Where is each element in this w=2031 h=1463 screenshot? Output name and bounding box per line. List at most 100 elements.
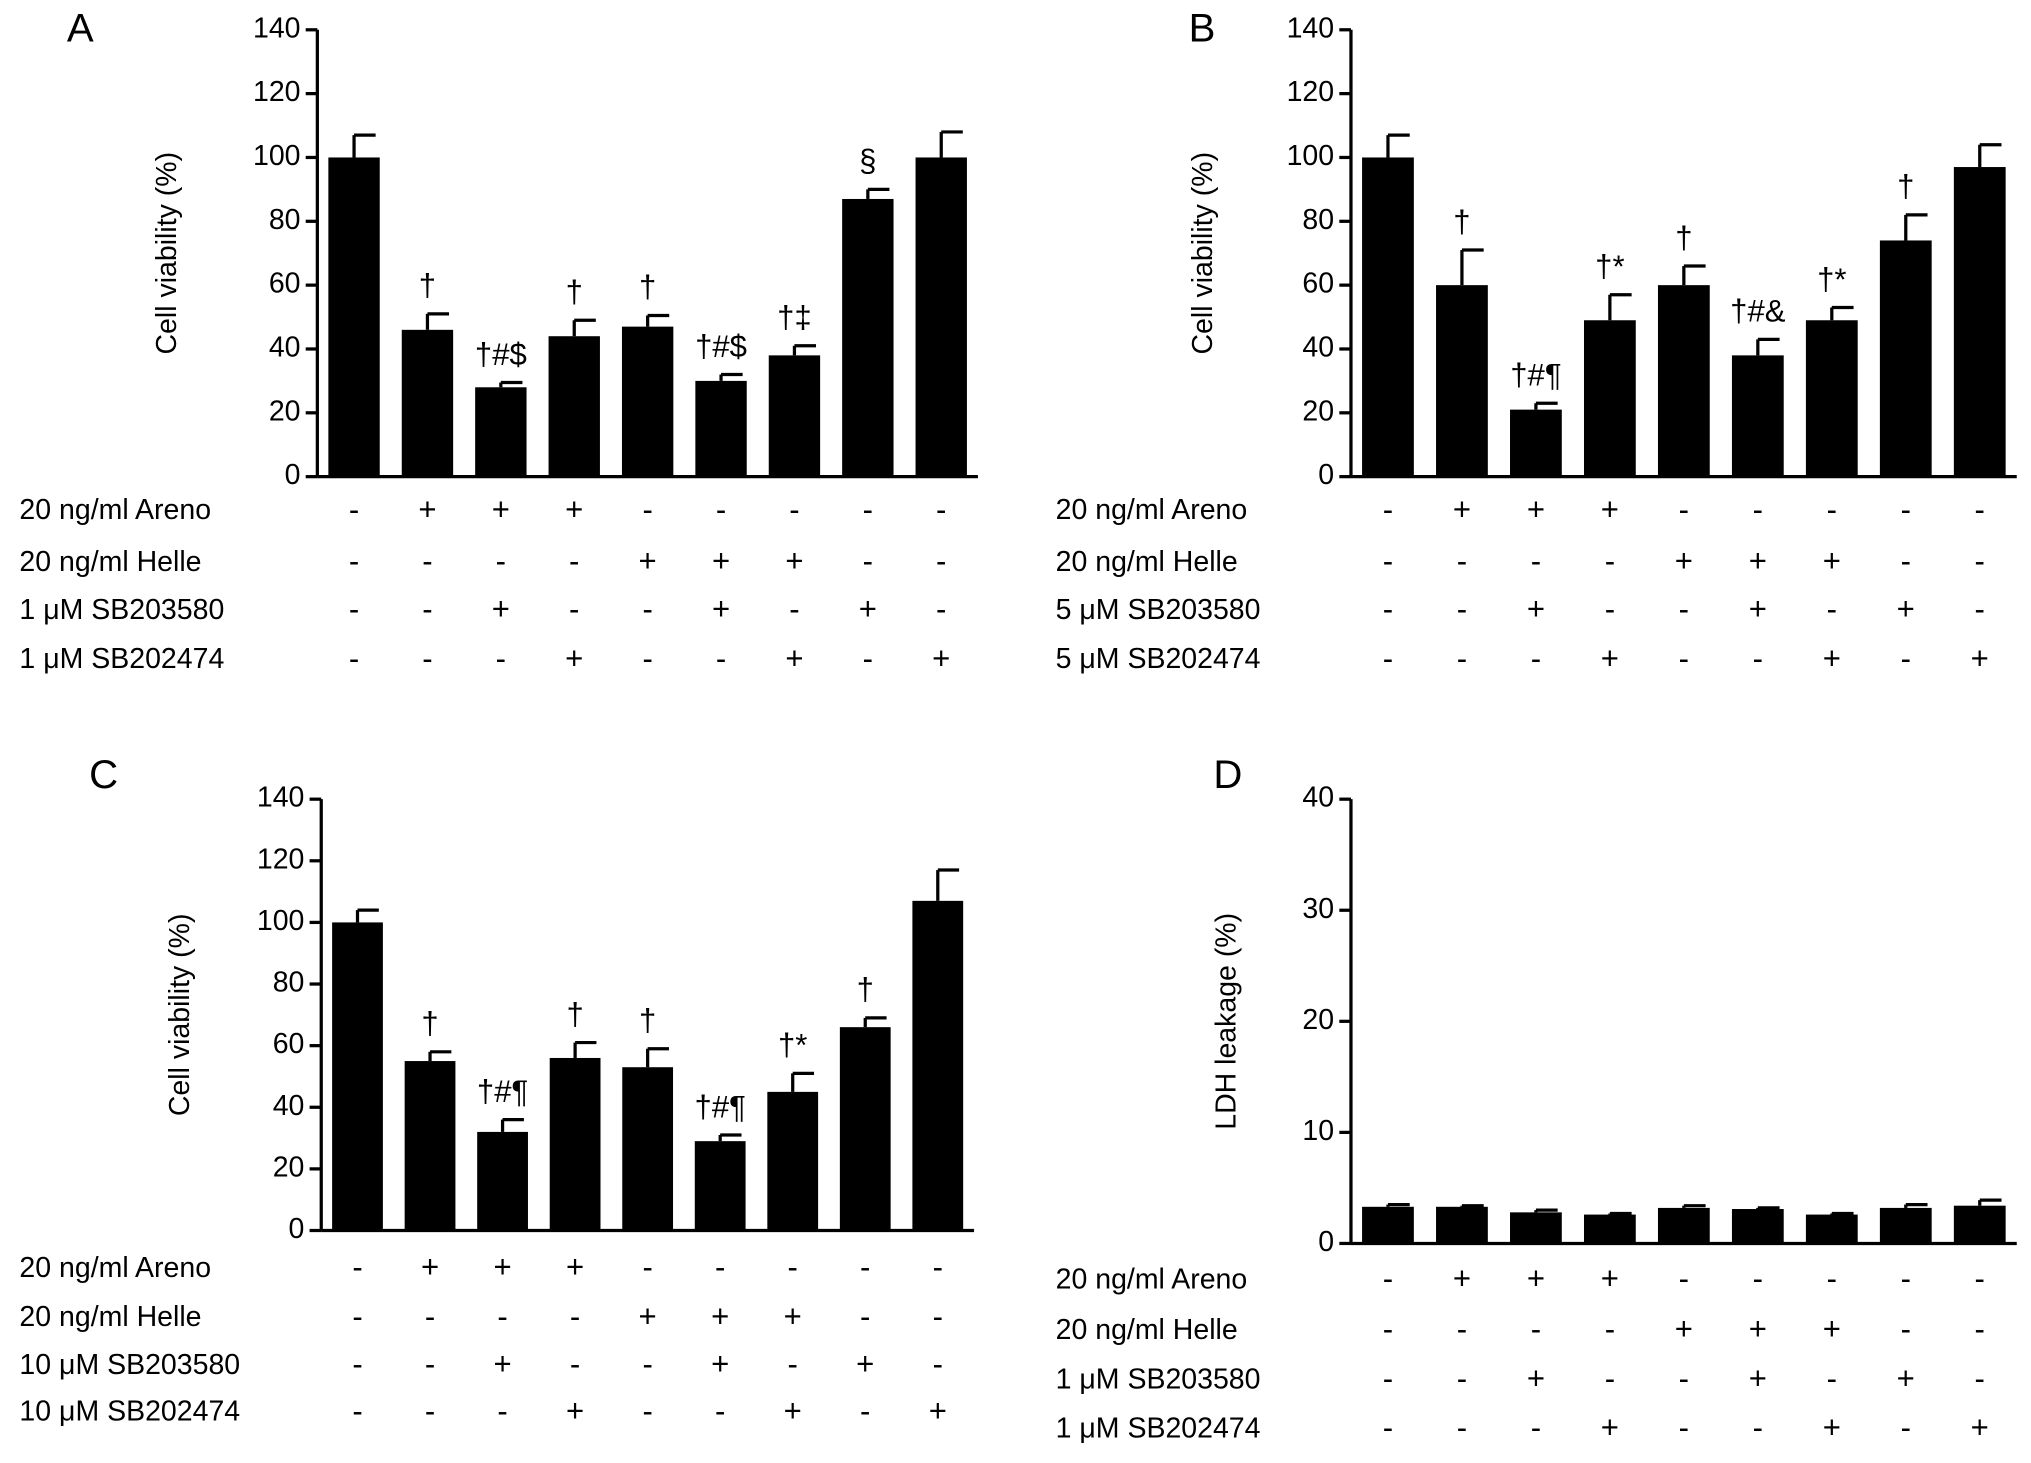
bar	[1510, 409, 1562, 477]
bar	[621, 326, 674, 477]
bar	[1657, 285, 1710, 477]
treatment-sign: -	[1457, 1361, 1467, 1396]
bar	[1583, 320, 1636, 477]
significance-mark: †*	[1817, 262, 1846, 297]
treatment-sign: -	[496, 544, 506, 579]
y-tick-label: 80	[1302, 204, 1334, 236]
treatment-sign: -	[1457, 1410, 1467, 1445]
bar	[767, 1091, 819, 1231]
treatment-sign: +	[712, 544, 730, 579]
treatment-sign: -	[933, 1299, 943, 1334]
treatment-sign: -	[422, 592, 432, 627]
treatment-sign: +	[784, 1393, 802, 1428]
significance-mark: †#&	[1730, 294, 1786, 329]
treatment-sign: -	[1457, 641, 1467, 676]
bar	[694, 1141, 746, 1231]
treatment-sign: +	[1527, 1261, 1545, 1296]
y-tick-label: 20	[1302, 1004, 1334, 1036]
treatment-sign: -	[1531, 1312, 1541, 1347]
treatment-sign: +	[712, 592, 730, 627]
treatment-sign: +	[1527, 492, 1545, 527]
treatment-sign: -	[642, 1393, 652, 1428]
treatment-sign: -	[1679, 592, 1689, 627]
treatment-sign: -	[1605, 1312, 1615, 1347]
treatment-sign: +	[1527, 592, 1545, 627]
significance-mark: †#¶	[477, 1074, 528, 1109]
treatment-sign: -	[933, 1347, 943, 1382]
treatment-label: 20 ng/ml Areno	[1056, 1264, 1248, 1296]
treatment-sign: -	[1383, 544, 1393, 579]
bar	[842, 198, 894, 477]
treatment-sign: +	[1971, 1410, 1989, 1445]
treatment-sign: +	[1601, 641, 1619, 676]
treatment-sign: -	[1975, 544, 1985, 579]
treatment-sign: +	[784, 1299, 802, 1334]
panel-label: D	[1213, 752, 1242, 797]
significance-mark: †#¶	[695, 1089, 746, 1124]
y-tick-label: 120	[1287, 76, 1335, 108]
treatment-sign: -	[863, 641, 873, 676]
bar	[332, 922, 383, 1231]
bar	[1879, 240, 1932, 477]
treatment-sign: +	[1823, 1312, 1841, 1347]
treatment-sign: +	[1675, 544, 1693, 579]
treatment-sign: +	[1675, 1312, 1693, 1347]
bar	[622, 1067, 674, 1231]
treatment-sign: -	[715, 1393, 725, 1428]
treatment-sign: -	[1531, 544, 1541, 579]
treatment-sign: -	[1679, 1410, 1689, 1445]
treatment-sign: -	[1827, 492, 1837, 527]
significance-mark: †	[1675, 220, 1692, 255]
treatment-sign: +	[565, 641, 583, 676]
significance-mark: †#$	[475, 337, 527, 372]
y-axis-label: Cell viability (%)	[151, 152, 183, 355]
treatment-sign: -	[1975, 1312, 1985, 1347]
bar	[477, 1131, 528, 1231]
y-tick-label: 20	[273, 1151, 305, 1183]
bar	[1583, 1214, 1636, 1244]
significance-mark: †*	[778, 1028, 807, 1063]
treatment-sign: +	[856, 1347, 874, 1382]
treatment-sign: -	[1383, 592, 1393, 627]
treatment-sign: -	[425, 1393, 435, 1428]
treatment-sign: +	[1897, 592, 1915, 627]
y-tick-label: 40	[1302, 332, 1334, 364]
bar	[549, 1057, 601, 1231]
treatment-sign: +	[1601, 492, 1619, 527]
significance-mark: †	[566, 997, 583, 1032]
treatment-sign: -	[497, 1299, 507, 1334]
treatment-sign: +	[1749, 1312, 1767, 1347]
y-tick-label: 40	[1302, 782, 1334, 814]
treatment-sign: -	[1383, 1361, 1393, 1396]
treatment-sign: -	[863, 492, 873, 527]
treatment-label: 5 μM SB203580	[1056, 594, 1261, 626]
treatment-label: 20 ng/ml Helle	[19, 1301, 201, 1333]
treatment-sign: +	[493, 1347, 511, 1382]
y-tick-label: 10	[1302, 1115, 1334, 1147]
treatment-sign: +	[1601, 1261, 1619, 1296]
treatment-label: 20 ng/ml Areno	[19, 1252, 211, 1284]
treatment-sign: -	[496, 641, 506, 676]
treatment-sign: +	[1971, 641, 1989, 676]
treatment-sign: +	[1453, 492, 1471, 527]
treatment-sign: -	[642, 1347, 652, 1382]
treatment-label: 10 μM SB202474	[19, 1396, 240, 1428]
y-tick-label: 0	[1318, 459, 1334, 491]
treatment-sign: +	[566, 1393, 584, 1428]
treatment-sign: -	[1383, 1261, 1393, 1296]
treatment-sign: -	[1531, 1410, 1541, 1445]
treatment-sign: -	[570, 1347, 580, 1382]
treatment-sign: -	[1901, 1312, 1911, 1347]
treatment-sign: -	[789, 492, 799, 527]
significance-mark: †	[566, 275, 583, 310]
treatment-sign: -	[425, 1299, 435, 1334]
significance-mark: †	[639, 1003, 656, 1038]
treatment-label: 1 μM SB203580	[19, 594, 224, 626]
treatment-sign: -	[715, 1250, 725, 1285]
treatment-sign: -	[352, 1299, 362, 1334]
treatment-sign: +	[929, 1393, 947, 1428]
significance-mark: †	[857, 972, 874, 1007]
treatment-sign: -	[1679, 1361, 1689, 1396]
bar	[1953, 1205, 2006, 1244]
significance-mark: †#¶	[1510, 358, 1561, 393]
